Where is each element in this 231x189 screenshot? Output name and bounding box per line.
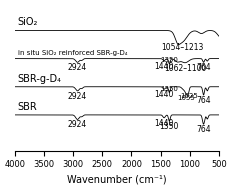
Text: SBR: SBR: [18, 102, 37, 112]
Text: 764: 764: [196, 125, 211, 134]
Text: 1025: 1025: [180, 93, 198, 99]
Text: in situ SiO₂ reinforced SBR-g-D₄: in situ SiO₂ reinforced SBR-g-D₄: [18, 50, 127, 56]
Text: 2924: 2924: [68, 92, 87, 101]
Text: 764: 764: [196, 63, 211, 72]
Text: SBR-g-D₄: SBR-g-D₄: [18, 74, 62, 84]
Text: 1440: 1440: [154, 62, 174, 71]
Text: 1350: 1350: [160, 86, 178, 92]
Text: 1440: 1440: [154, 119, 174, 128]
Text: 1055: 1055: [178, 95, 195, 101]
Text: 1350: 1350: [160, 122, 179, 131]
Text: 1062–1100: 1062–1100: [164, 64, 206, 73]
Text: 2924: 2924: [68, 63, 87, 72]
Text: 1350: 1350: [160, 57, 178, 63]
Text: SiO₂: SiO₂: [18, 17, 38, 27]
Text: 1440: 1440: [154, 90, 174, 99]
Text: 1054–1213: 1054–1213: [161, 43, 203, 52]
Text: 2924: 2924: [68, 120, 87, 129]
Text: 764: 764: [196, 96, 211, 105]
X-axis label: Wavenumber (cm⁻¹): Wavenumber (cm⁻¹): [67, 175, 167, 185]
